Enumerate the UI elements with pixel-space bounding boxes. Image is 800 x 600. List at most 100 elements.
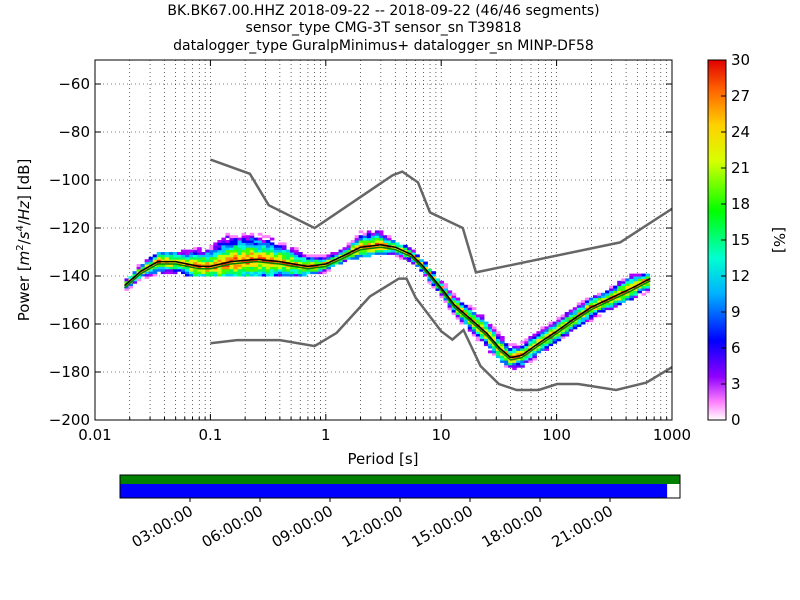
heatmap-cell <box>496 352 501 356</box>
heatmap-cell <box>415 254 420 258</box>
heatmap-cell <box>588 304 594 308</box>
heatmap-cell <box>605 292 610 296</box>
heatmap-cell <box>273 249 279 253</box>
heatmap-cell <box>124 283 129 287</box>
heatmap-cell <box>261 244 267 248</box>
heatmap-cell <box>516 360 521 363</box>
heatmap-cell <box>257 232 263 236</box>
heatmap-cell <box>483 321 489 325</box>
heatmap-cell <box>382 249 388 253</box>
y-tick-label: −60 <box>58 75 90 93</box>
heatmap-cell <box>536 331 541 335</box>
heatmap-cell <box>237 268 243 272</box>
heatmap-cell <box>140 264 146 267</box>
heatmap-cell <box>144 276 150 279</box>
heatmap-cell <box>124 288 129 291</box>
heatmap-cell <box>286 268 291 272</box>
heatmap-cell <box>588 309 594 313</box>
heatmap-cell <box>172 252 178 255</box>
heatmap-cell <box>463 309 469 313</box>
heatmap-cell <box>532 350 537 354</box>
heatmap-cell <box>249 244 255 248</box>
heatmap-cell <box>164 259 170 263</box>
heatmap-cell <box>366 242 372 246</box>
heatmap-cell <box>253 247 259 251</box>
heatmap-cell <box>500 360 505 363</box>
heatmap-cell <box>338 254 344 258</box>
heatmap-cell <box>439 295 445 299</box>
heatmap-cell <box>294 268 299 272</box>
heatmap-cell <box>475 314 481 318</box>
heatmap-cell <box>233 264 239 267</box>
heatmap-cell <box>326 256 331 260</box>
heatmap-cell <box>237 237 243 241</box>
heatmap-cell <box>164 261 170 265</box>
heatmap-cell <box>257 247 263 251</box>
colorbar-tick-label: 6 <box>731 339 741 357</box>
heatmap-cell <box>209 268 214 272</box>
heatmap-cell <box>492 338 497 342</box>
heatmap-cell <box>261 252 267 255</box>
heatmap-cell <box>597 295 602 299</box>
heatmap-cell <box>265 266 271 270</box>
heatmap-cell <box>564 319 570 323</box>
heatmap-cell <box>241 249 247 253</box>
heatmap-cell <box>378 240 384 243</box>
heatmap-cell <box>249 259 255 263</box>
heatmap-cell <box>512 364 517 368</box>
heatmap-cell <box>160 254 166 258</box>
heatmap-cell <box>536 348 541 351</box>
heatmap-cell <box>625 297 630 301</box>
heatmap-cell <box>286 273 291 277</box>
heatmap-cell <box>475 328 481 332</box>
heatmap-cell <box>241 252 247 255</box>
heatmap-cell <box>641 273 646 277</box>
y-tick-label: −80 <box>58 123 90 141</box>
heatmap-cell <box>249 256 255 260</box>
heatmap-cell <box>536 343 541 347</box>
heatmap-cell <box>504 362 509 366</box>
heatmap-cell <box>245 256 251 260</box>
heatmap-cell <box>544 348 550 351</box>
heatmap-cell <box>354 235 360 239</box>
heatmap-cell <box>221 256 226 260</box>
heatmap-cell <box>560 314 566 318</box>
heatmap-cell <box>552 326 558 330</box>
heatmap-cell <box>597 314 602 318</box>
heatmap-cell <box>528 336 533 339</box>
heatmap-cell <box>613 285 618 289</box>
heatmap-cell <box>185 252 190 255</box>
heatmap-cell <box>217 268 222 272</box>
heatmap-cell <box>253 264 259 267</box>
heatmap-cell <box>483 338 489 342</box>
heatmap-cell <box>185 268 190 272</box>
heatmap-cell <box>189 252 194 255</box>
heatmap-cell <box>265 271 271 275</box>
heatmap-cell <box>580 319 586 323</box>
heatmap-cell <box>358 252 364 255</box>
heatmap-cell <box>217 266 222 270</box>
heatmap-cell <box>374 232 380 236</box>
heatmap-cell <box>193 249 198 253</box>
heatmap-cell <box>314 254 319 258</box>
heatmap-cell <box>294 259 299 263</box>
heatmap-cell <box>508 364 513 368</box>
heatmap-cell <box>277 259 283 263</box>
heatmap-cell <box>217 259 222 263</box>
heatmap-cell <box>269 268 275 272</box>
x-tick-label: 0.01 <box>78 426 111 444</box>
heatmap-cell <box>265 268 271 272</box>
heatmap-cell <box>592 312 598 315</box>
heatmap-cell <box>172 254 178 258</box>
heatmap-cell <box>366 252 372 255</box>
heatmap-cell <box>209 254 214 258</box>
heatmap-cell <box>528 343 533 347</box>
heatmap-cell <box>467 321 473 325</box>
heatmap-cell <box>294 252 299 255</box>
heatmap-cell <box>576 307 582 311</box>
heatmap-cell <box>189 261 194 265</box>
heatmap-cell <box>241 244 247 248</box>
heatmap-cell <box>366 230 372 234</box>
heatmap-cell <box>245 247 251 251</box>
heatmap-cell <box>645 288 651 291</box>
